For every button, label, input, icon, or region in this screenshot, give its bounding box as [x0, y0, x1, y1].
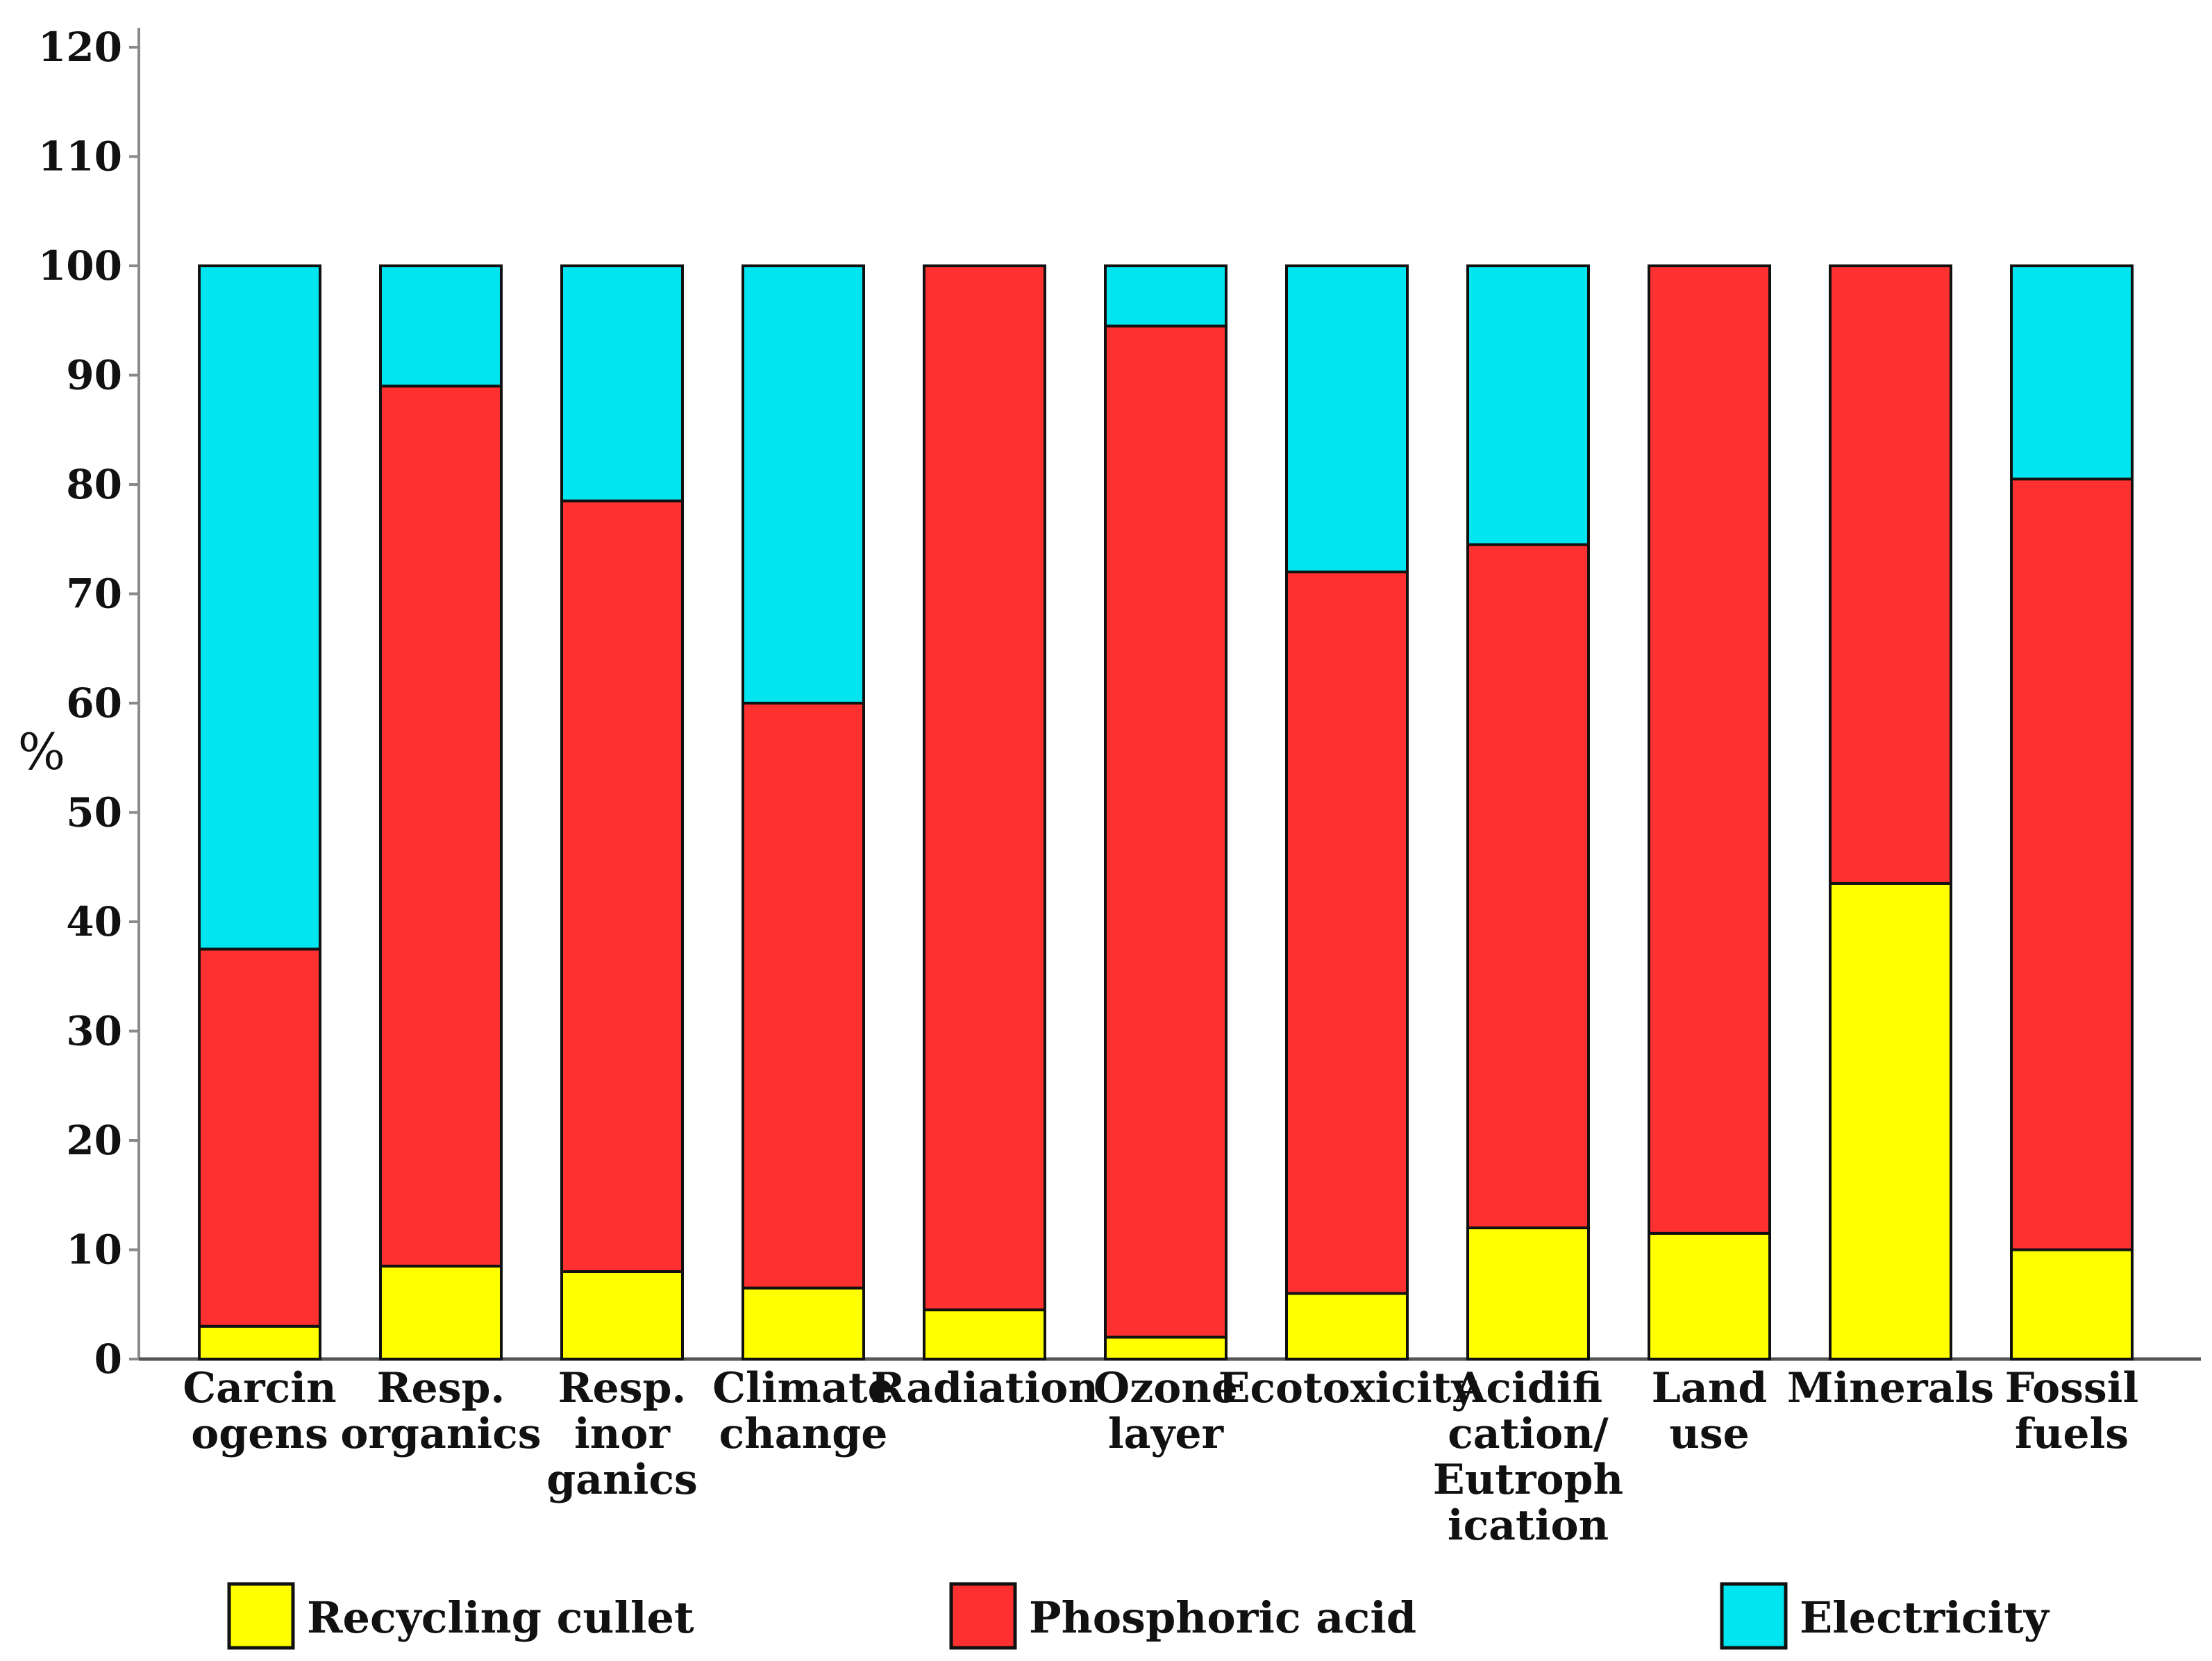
bar-ozone-layer-electricity: [1104, 264, 1228, 328]
bar-ecotoxicity-recycling-cullet: [1285, 1292, 1409, 1360]
bar-ecotoxicity-phosphoric-acid: [1285, 571, 1409, 1295]
bar-resp-inor-ganics-recycling-cullet: [560, 1270, 684, 1360]
y-ticks-group: 0 10 20 30 40 50 60 70 80 90 100 110 120: [38, 24, 139, 1383]
y-tick-label-90: 90: [66, 352, 122, 399]
bar-climate-change-recycling-cullet: [741, 1286, 865, 1360]
bar-radiation-recycling-cullet: [923, 1308, 1046, 1360]
bar-ozone-layer-recycling-cullet: [1104, 1335, 1228, 1360]
y-axis-label: %: [18, 723, 65, 781]
y-tick-label-40: 40: [66, 898, 122, 945]
legend: Recycling cullet Phosphoric acid Electrici…: [227, 1582, 2050, 1650]
bar-resp-organics-phosphoric-acid: [379, 385, 503, 1268]
bar-resp-organics-recycling-cullet: [379, 1265, 503, 1360]
bar-radiation-phosphoric-acid: [923, 264, 1046, 1312]
bar-carcin-ogens-phosphoric-acid: [198, 947, 321, 1328]
bar-acidifi-cation-eutroph-ication-recycling-cullet: [1466, 1226, 1590, 1360]
bar-minerals-phosphoric-acid: [1829, 264, 1952, 885]
legend-swatch-phosphoric-acid: [949, 1582, 1017, 1650]
x-tick-label-climate-change: Climate change: [712, 1364, 894, 1458]
bar-acidifi-cation-eutroph-ication-phosphoric-acid: [1466, 543, 1590, 1229]
x-tick-label-carcin-ogens: Carcin ogens: [183, 1364, 336, 1458]
bar-land-use-recycling-cullet: [1648, 1231, 1771, 1360]
bar-fossil-fuels-electricity: [2010, 264, 2134, 481]
y-tick-label-50: 50: [66, 789, 122, 836]
x-tick-label-acidifi-cation-eutroph-ication: Acidifi cation/Eutroph ication: [1433, 1364, 1623, 1550]
y-tick-label-120: 120: [38, 24, 122, 71]
bar-climate-change-phosphoric-acid: [741, 702, 865, 1290]
legend-label-recycling-cullet: Recycling cullet: [307, 1592, 694, 1643]
bar-fossil-fuels-phosphoric-acid: [2010, 478, 2134, 1251]
legend-swatch-electricity: [1720, 1582, 1788, 1650]
y-tick-label-80: 80: [66, 461, 122, 508]
y-tick-label-60: 60: [66, 680, 122, 727]
x-tick-label-ecotoxicity: Ecotoxicity: [1218, 1364, 1477, 1413]
y-tick-label-10: 10: [66, 1226, 122, 1274]
legend-label-phosphoric-acid: Phosphoric acid: [1029, 1592, 1416, 1643]
bar-resp-inor-ganics-electricity: [560, 264, 684, 503]
bar-ozone-layer-phosphoric-acid: [1104, 324, 1228, 1339]
y-tick-label-20: 20: [66, 1117, 122, 1164]
x-tick-label-resp-inor-ganics: Resp. inor ganics: [546, 1364, 698, 1504]
x-tick-label-minerals: Minerals: [1787, 1364, 1994, 1413]
bar-climate-change-electricity: [741, 264, 865, 705]
y-tick-label-100: 100: [38, 242, 122, 289]
bar-carcin-ogens-electricity: [198, 264, 321, 951]
bar-acidifi-cation-eutroph-ication-electricity: [1466, 264, 1590, 546]
x-tick-label-fossil-fuels: Fossil fuels: [2005, 1364, 2138, 1458]
y-tick-label-0: 0: [94, 1335, 122, 1383]
legend-label-electricity: Electricity: [1800, 1592, 2050, 1643]
y-tick-label-30: 30: [66, 1008, 122, 1055]
bar-land-use-phosphoric-acid: [1648, 264, 1771, 1235]
bars-group: [198, 264, 2134, 1360]
x-tick-label-ozone-layer: Ozone layer: [1094, 1364, 1238, 1458]
bar-fossil-fuels-recycling-cullet: [2010, 1248, 2134, 1360]
y-tick-label-110: 110: [38, 133, 122, 180]
bar-carcin-ogens-recycling-cullet: [198, 1324, 321, 1360]
x-tick-label-radiation: Radiation: [871, 1364, 1098, 1413]
bar-resp-organics-electricity: [379, 264, 503, 388]
bar-ecotoxicity-electricity: [1285, 264, 1409, 573]
x-tick-label-land-use: Land use: [1652, 1364, 1768, 1458]
bar-minerals-recycling-cullet: [1829, 882, 1952, 1360]
y-tick-label-70: 70: [66, 571, 122, 618]
legend-swatch-recycling-cullet: [227, 1582, 295, 1650]
x-tick-label-resp-organics: Resp. organics: [340, 1364, 541, 1458]
bar-resp-inor-ganics-phosphoric-acid: [560, 499, 684, 1273]
